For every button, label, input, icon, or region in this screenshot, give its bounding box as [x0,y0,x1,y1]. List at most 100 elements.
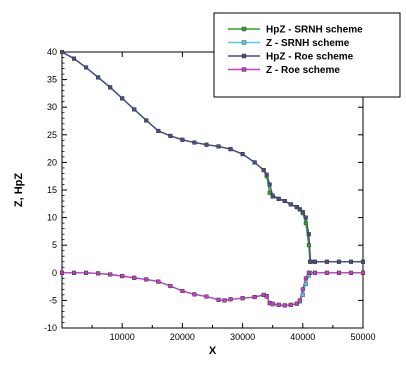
series-3-marker [216,144,221,149]
series-3-marker [300,210,305,215]
series-3-marker [276,196,281,201]
series-4-marker [228,297,233,302]
series-3-marker [84,65,89,70]
legend-entry-label: Z - SRNH scheme [266,38,350,49]
series-4-marker [156,279,161,284]
series-1-marker [267,190,272,195]
series-3-marker [261,168,266,173]
legend-swatch-marker [241,40,247,45]
series-3-marker [228,147,233,152]
series-4-marker [84,270,89,275]
series-4-marker [252,295,257,300]
x-tick-label: 40000 [290,332,315,342]
y-tick-label: 35 [47,75,57,85]
series-4-marker [180,289,185,294]
legend-entry-label: Z - Roe scheme [266,65,340,76]
series-3-marker [294,205,299,210]
y-tick-label: 20 [47,157,57,167]
series-4-marker [108,272,113,277]
series-4-marker [120,274,125,279]
y-tick-label: 40 [47,47,57,57]
x-tick-label: 10000 [110,332,135,342]
series-4-marker [282,303,287,308]
y-tick-label: 5 [52,240,57,250]
legend-swatch-marker [241,53,247,59]
y-tick-label: 25 [47,130,57,140]
x-tick-label: 30000 [230,332,255,342]
series-3-marker [282,199,287,204]
series-3-marker [108,85,113,90]
legend-entry-label: HpZ - Roe scheme [266,52,354,63]
legend: HpZ - SRNH scheme Z - SRNH scheme HpZ - Ro… [213,12,401,98]
series-4-marker [300,287,305,292]
series-4-marker [336,270,341,275]
series-4-marker [276,302,281,307]
series-4-marker [222,298,227,303]
series-4-marker [312,270,317,275]
series-3-marker [192,140,197,145]
x-tick-label: 50000 [350,332,375,342]
x-tick-label: 20000 [170,332,195,342]
series-3-marker [144,118,149,123]
series-4-marker [348,270,353,275]
series-2-marker [303,281,308,286]
series-3-marker [312,259,317,264]
series-4-marker [324,270,329,275]
series-3-marker [297,207,302,212]
series-3-marker [204,142,209,147]
legend-swatch-marker [241,26,247,32]
series-4-marker [240,296,245,301]
series-3-marker [240,152,245,157]
series-3-marker [267,182,272,187]
x-axis-label: X [209,345,217,357]
series-4-marker [288,302,293,307]
series-4-marker [132,275,137,280]
series-4-marker [270,302,275,307]
series-3-marker [288,202,293,207]
series-4-marker [192,292,197,297]
series-3-marker [361,259,366,264]
series-3-marker [120,96,125,101]
series-2-marker [300,292,305,297]
series-3-marker [72,56,77,61]
series-4-marker [96,271,101,276]
series-4-marker [306,270,311,275]
y-tick-label: -5 [49,295,57,305]
series-4-marker [361,270,366,275]
series-3-marker [168,133,173,138]
series-4-marker [168,284,173,289]
series-1-marker [303,221,308,226]
series-3-marker [132,107,137,112]
y-axis-label: Z, HpZ [13,173,25,207]
series-4-marker [216,297,221,302]
series-3-marker [180,137,185,142]
series-3-marker [252,160,257,165]
series-3-marker [306,232,311,237]
series-3-marker [336,259,341,264]
y-tick-label: 15 [47,185,57,195]
series-4-marker [297,298,302,303]
series-4-marker [72,270,77,275]
y-tick-label: 0 [52,268,57,278]
series-3-marker [303,215,308,220]
y-tick-label: -10 [44,323,57,333]
series-4-marker [294,301,299,306]
series-4-marker [60,270,65,275]
series-3-marker [348,259,353,264]
series-4-marker [264,294,269,299]
series-4-marker [303,276,308,281]
series-1-marker [306,243,311,248]
y-tick-label: 10 [47,213,57,223]
series-3-marker [60,50,65,55]
series-3-marker [308,259,313,264]
legend-swatch-marker [241,67,247,72]
series-4-marker [204,294,209,299]
series-3-marker [264,172,269,177]
series-4-marker [144,277,149,282]
series-3-marker [96,75,101,80]
series-3-marker [156,128,161,133]
series-3-marker [324,259,329,264]
series-3-marker [270,193,275,198]
legend-entry-label: HpZ - SRNH scheme [266,25,363,36]
